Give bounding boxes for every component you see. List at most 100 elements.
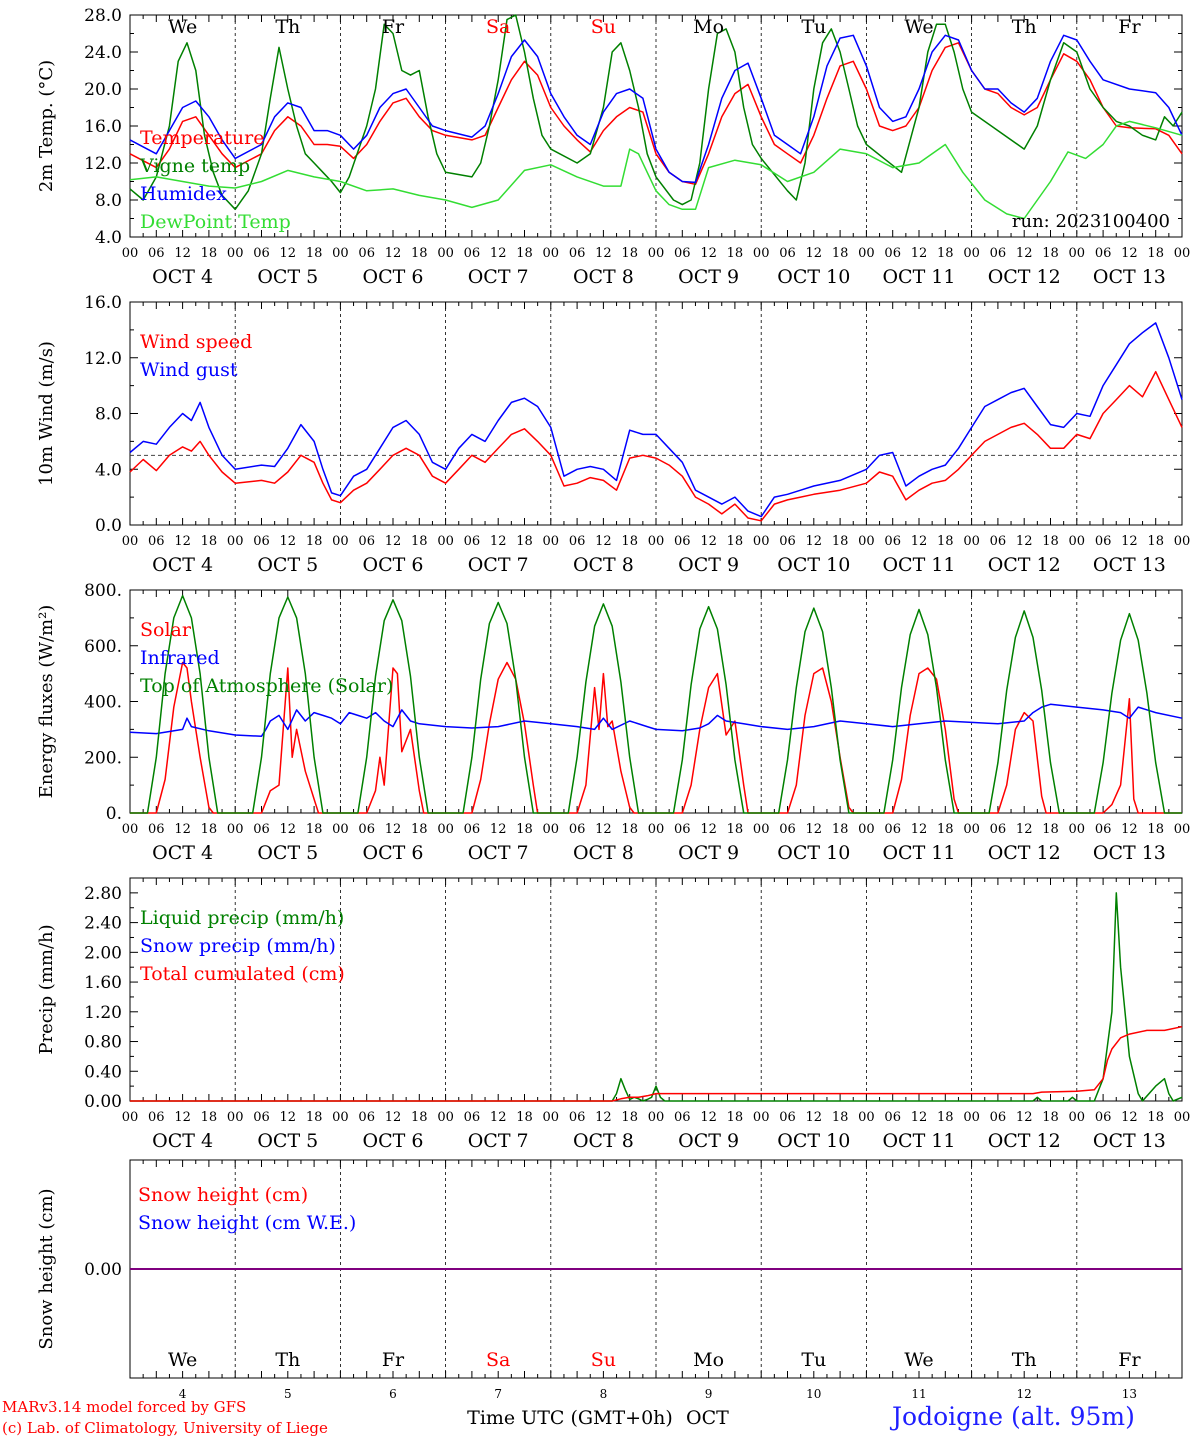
hour-label: 18 [727,822,744,837]
hour-label: 12 [490,822,507,837]
hour-label: 00 [963,822,980,837]
hour-label: 12 [385,246,402,261]
hour-label: 12 [806,822,823,837]
date-label: OCT 10 [777,842,850,864]
hour-label: 18 [201,246,218,261]
date-label: OCT 13 [1093,554,1166,576]
y-tick-label: 16.0 [84,293,122,313]
hour-label: 00 [543,1110,560,1125]
y-tick-label: 4.0 [95,460,122,480]
date-label: OCT 5 [257,266,318,288]
hour-label: 12 [700,534,717,549]
hour-label: 18 [1042,822,1059,837]
hour-label: 12 [595,534,612,549]
day-number: 13 [1122,1387,1137,1401]
date-label: OCT 6 [363,554,424,576]
legend-entry: Vigne temp [139,155,250,177]
hour-label: 06 [1095,822,1112,837]
hour-label: 00 [648,822,665,837]
date-label: OCT 11 [882,842,955,864]
date-label: OCT 7 [468,266,529,288]
run-annotation: run: 2023100400 [1012,211,1170,232]
date-label: OCT 6 [363,842,424,864]
hour-label: 18 [1147,822,1164,837]
y-tick-label: 0.80 [84,1033,122,1053]
hour-label: 18 [621,822,638,837]
hour-label: 00 [122,534,139,549]
legend-entry: Total cumulated (cm) [140,963,345,985]
y-tick-label: 12.0 [84,154,122,174]
y-tick-label: 2.80 [84,884,122,904]
y-tick-label: 0.00 [84,1092,122,1112]
hour-label: 18 [411,246,428,261]
legend-entry: Snow height (cm W.E.) [138,1212,356,1234]
y-axis-title: Energy fluxes (W/m²) [36,605,57,799]
hour-label: 00 [122,1110,139,1125]
date-label: OCT 12 [988,266,1061,288]
series-line-liquid-precip-mm-h- [130,892,1183,1102]
hour-label: 18 [832,822,849,837]
hour-label: 00 [648,534,665,549]
hour-label: 06 [253,822,270,837]
date-label: OCT 8 [573,266,634,288]
hour-label: 06 [779,534,796,549]
hour-label: 12 [1016,822,1033,837]
day-number: 5 [284,1387,292,1401]
hour-label: 06 [779,1110,796,1125]
hour-label: 06 [148,1110,165,1125]
hour-label: 18 [516,822,533,837]
date-label: OCT 13 [1093,266,1166,288]
hour-label: 06 [464,1110,481,1125]
hour-label: 18 [937,822,954,837]
legend-entry: Wind speed [140,331,252,353]
hour-label: 18 [411,822,428,837]
hour-label: 06 [779,246,796,261]
hour-label: 18 [306,1110,323,1125]
day-name: Su [591,1349,616,1371]
hour-label: 12 [911,1110,928,1125]
hour-label: 06 [884,822,901,837]
hour-label: 06 [990,1110,1007,1125]
hour-label: 18 [516,1110,533,1125]
hour-label: 18 [1147,1110,1164,1125]
day-name: Mo [693,1349,724,1371]
hour-label: 12 [911,822,928,837]
y-axis-title: 2m Temp. (°C) [36,60,57,192]
hour-label: 00 [753,534,770,549]
hour-label: 18 [201,1110,218,1125]
hour-label: 06 [569,1110,586,1125]
hour-label: 18 [516,246,533,261]
y-tick-label: 4.0 [95,228,122,248]
hour-label: 00 [332,534,349,549]
hour-label: 12 [1121,534,1138,549]
series-line-vigne-temp [129,14,1183,211]
series-line-wind-gust [129,322,1183,518]
hour-label: 12 [595,1110,612,1125]
y-tick-label: 28.0 [84,6,122,26]
hour-label: 06 [674,822,691,837]
hour-label: 00 [753,822,770,837]
day-name: Tu [801,1349,826,1371]
y-tick-label: 12.0 [84,349,122,369]
day-number: 7 [494,1387,502,1401]
y-tick-label: 800. [84,581,122,601]
hour-label: 00 [1069,1110,1086,1125]
hour-label: 12 [911,246,928,261]
day-name: We [904,1349,933,1371]
day-name: Fr [382,1349,405,1371]
hour-label: 00 [437,822,454,837]
hour-label: 12 [174,246,191,261]
hour-label: 00 [543,822,560,837]
legend-entry: DewPoint Temp [140,211,291,233]
hour-label: 06 [358,534,375,549]
legend-entry: Temperature [140,127,264,149]
hour-label: 18 [516,534,533,549]
hour-label: 18 [727,1110,744,1125]
hour-label: 12 [174,822,191,837]
day-name: Sa [486,16,510,38]
y-tick-label: 8.0 [95,191,122,211]
date-label: OCT 7 [468,1130,529,1152]
day-number: 12 [1017,1387,1032,1401]
hour-label: 00 [1174,534,1191,549]
y-tick-label: 24.0 [84,43,122,63]
